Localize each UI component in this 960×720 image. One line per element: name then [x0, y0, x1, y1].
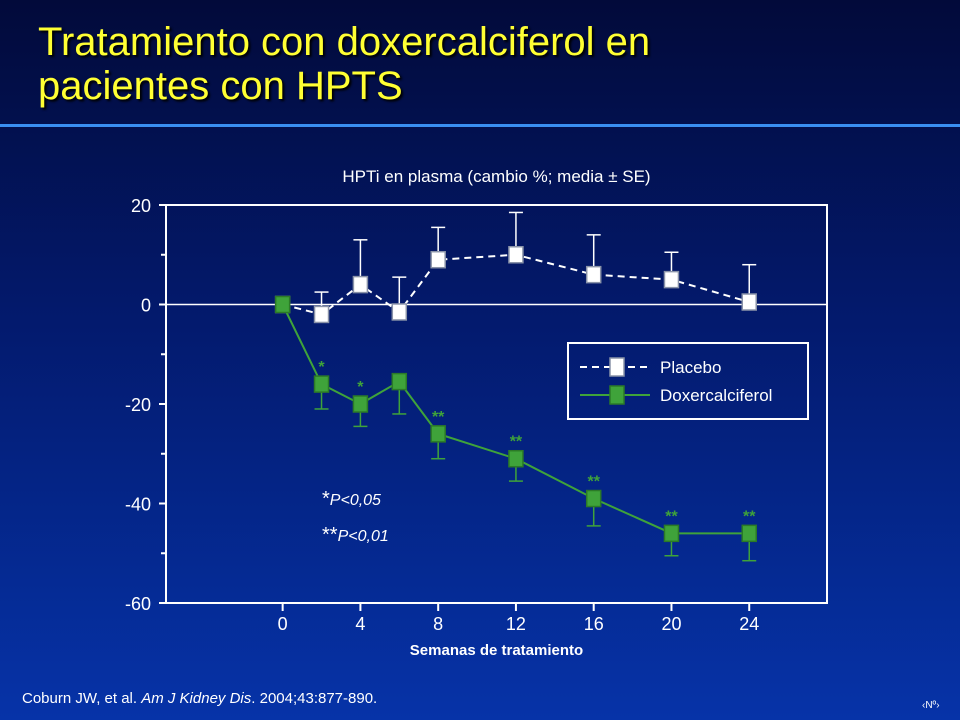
- data-point: [741, 293, 757, 311]
- x-tick-label: 4: [355, 614, 365, 634]
- y-tick-label: -60: [125, 594, 151, 614]
- data-point: [352, 275, 369, 294]
- slide-number: ‹Nº›: [922, 700, 940, 711]
- citation-journal: Am J Kidney Dis: [141, 690, 252, 707]
- x-tick-label: 12: [506, 614, 526, 634]
- data-point: [663, 270, 680, 289]
- significance-note-marker: *: [322, 488, 330, 510]
- series-line: [282, 253, 750, 316]
- y-tick-label: 20: [131, 196, 151, 216]
- citation: Coburn JW, et al. Am J Kidney Dis. 2004;…: [22, 690, 377, 707]
- data-point: [741, 524, 757, 543]
- x-tick-label: 16: [584, 614, 604, 634]
- legend-label: Doxercalciferol: [660, 386, 772, 405]
- title-line-2: pacientes con HPTS: [38, 64, 403, 108]
- significance-note-text: P<0,01: [338, 528, 389, 545]
- significance-label: **: [432, 409, 445, 426]
- legend-label: Placebo: [660, 358, 721, 377]
- series-placebo: [274, 211, 757, 324]
- title-divider: [0, 124, 960, 127]
- significance-label: *: [357, 379, 364, 396]
- data-point: [585, 489, 602, 508]
- significance-label: *: [318, 359, 325, 376]
- citation-authors: Coburn JW, et al.: [22, 690, 142, 707]
- x-axis-label: Semanas de tratamiento: [410, 642, 583, 659]
- title-line-1: Tratamiento con doxercalciferol en: [38, 20, 651, 64]
- significance-note-text: P<0,05: [330, 492, 381, 509]
- data-point: [274, 295, 291, 314]
- legend-item-doxercalciferol: Doxercalciferol: [580, 385, 772, 405]
- citation-details: . 2004;43:877-890.: [251, 690, 378, 707]
- data-point: [313, 375, 330, 393]
- chart-title: HPTi en plasma (cambio %; media ± SE): [342, 167, 650, 186]
- legend-marker: [609, 385, 625, 405]
- significance-note: *P<0,05: [322, 488, 381, 510]
- legend-frame: [567, 342, 809, 420]
- series-doxercalciferol: ********** **: [274, 295, 757, 562]
- y-tick-label: -40: [125, 495, 151, 515]
- slide-title: Tratamiento con doxercalciferol en pacie…: [38, 20, 918, 108]
- significance-label: **: [743, 508, 756, 525]
- x-tick-label: 24: [739, 614, 759, 634]
- x-tick-label: 0: [278, 614, 288, 634]
- significance-note: **P<0,01: [322, 524, 389, 546]
- data-point: [663, 524, 680, 543]
- significance-label: **: [510, 434, 523, 451]
- x-tick-label: 20: [661, 614, 681, 634]
- y-tick-label: 0: [141, 296, 151, 316]
- data-point: [508, 246, 524, 264]
- legend: Placebo Doxercalciferol: [567, 342, 809, 420]
- significance-label: **: [587, 474, 600, 491]
- data-point: [430, 250, 446, 269]
- significance-label: **: [665, 508, 678, 525]
- legend-item-placebo: Placebo: [580, 357, 721, 377]
- data-point: [391, 303, 408, 321]
- legend-marker: [609, 357, 625, 377]
- y-tick-label: -20: [125, 395, 151, 415]
- significance-note-marker: **: [322, 524, 338, 546]
- data-point: [352, 395, 369, 413]
- data-point: [391, 372, 408, 391]
- data-point: [430, 425, 446, 443]
- data-point: [585, 265, 602, 284]
- data-point: [508, 449, 524, 468]
- x-tick-label: 8: [433, 614, 443, 634]
- data-point: [313, 305, 330, 324]
